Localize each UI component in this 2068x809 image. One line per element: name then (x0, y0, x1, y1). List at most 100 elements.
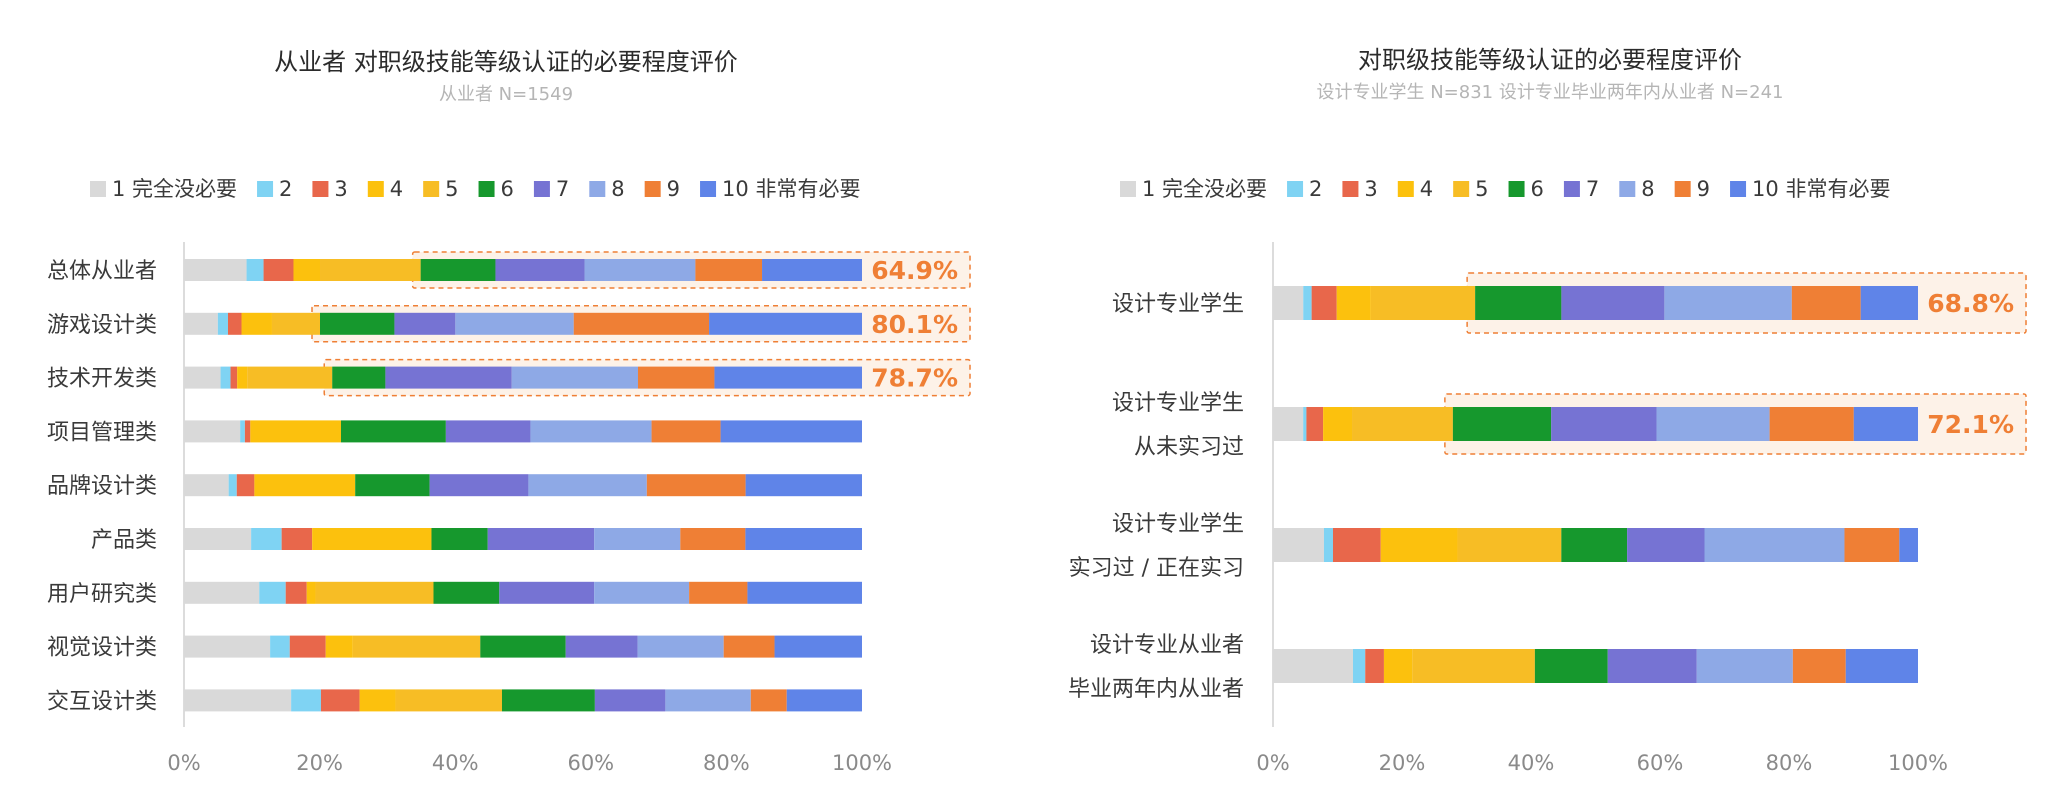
chart-left-bar-5-seg-2 (251, 528, 282, 550)
chart-left-bar-6-seg-9 (689, 581, 748, 604)
chart-left-bar-5-seg-3 (281, 528, 313, 550)
chart-left-bar-1-seg-5 (271, 312, 321, 335)
chart-right-bar-0-seg-8 (1664, 286, 1792, 320)
chart-right-bar-3-seg-6 (1534, 649, 1608, 683)
chart-left-bar-0-seg-6 (420, 259, 496, 281)
chart-left-legend-label-7: 7 (556, 177, 569, 201)
chart-right-legend-swatch-10 (1730, 181, 1747, 197)
chart-right-bar-0-seg-9 (1791, 286, 1861, 320)
chart-left-bar-2-seg-3 (230, 366, 238, 389)
chart-left-highlight-label-0: 64.9% (871, 256, 958, 285)
chart-left-bar-3-seg-3 (244, 420, 251, 443)
chart-left-bar-7-seg-4 (325, 635, 353, 658)
chart-left-legend-label-10: 10 非常有必要 (722, 177, 860, 201)
chart-left-bar-8-seg-4 (359, 689, 396, 712)
chart-right-bar-1-seg-6 (1452, 407, 1552, 441)
chart-left-category-label-4-0: 品牌设计类 (47, 474, 157, 499)
chart-right-bar-1-seg-8 (1656, 407, 1770, 441)
chart-left-bar-2-seg-10 (714, 366, 862, 389)
chart-left-subtitle: 从业者 N=1549 (439, 84, 573, 105)
chart-right-x-tick-2: 40% (1508, 751, 1555, 775)
chart-right-legend-label-9: 9 (1697, 177, 1710, 201)
chart-right-category-label-3-0: 设计专业从业者 (1090, 633, 1244, 658)
chart-left-bar-4-seg-3 (236, 474, 255, 497)
chart-left-bar-1-seg-3 (227, 312, 242, 335)
chart-left-category-label-1-0: 游戏设计类 (47, 313, 157, 338)
chart-left-category-label-8-0: 交互设计类 (47, 689, 157, 714)
chart-right-x-tick-0: 0% (1256, 751, 1289, 775)
chart-left-legend-swatch-4 (367, 181, 384, 197)
chart-left-bar-5-seg-9 (680, 528, 746, 550)
chart-left-bar-1-seg-2 (217, 312, 228, 335)
chart-left-bar-8-seg-8 (665, 689, 751, 712)
chart-left-title: 从业者 对职级技能等级认证的必要程度评价 (274, 48, 738, 76)
chart-left-bar-0-seg-10 (762, 259, 862, 281)
chart-left-bar-3-seg-6 (340, 420, 446, 443)
chart-right-legend-swatch-1 (1120, 181, 1136, 197)
chart-right-bar-0-seg-4 (1336, 286, 1371, 320)
chart-left-highlight-label-1: 80.1% (871, 310, 958, 339)
chart-left-legend-label-9: 9 (667, 177, 680, 201)
chart-right-legend-label-4: 4 (1420, 177, 1433, 201)
chart-left-bar-0-seg-2 (246, 259, 264, 281)
chart-right-bar-1-seg-2 (1303, 407, 1307, 441)
chart-left-bar-5-seg-4 (312, 528, 432, 550)
chart-left-legend-label-2: 2 (279, 177, 292, 201)
chart-left-bar-4-seg-6 (355, 474, 430, 497)
chart-left-bar-0-seg-5 (320, 259, 421, 281)
chart-left-bar-7-seg-3 (289, 635, 326, 658)
chart-left-bar-4-seg-8 (528, 474, 647, 497)
chart-left-bar-3-seg-2 (240, 420, 245, 443)
chart-left-bar-5-seg-6 (431, 528, 488, 550)
chart-right-bar-0-seg-5 (1370, 286, 1476, 320)
chart-right-x-tick-5: 100% (1888, 751, 1948, 775)
chart-right-bar-3-seg-8 (1696, 649, 1793, 683)
chart-left-category-label-2-0: 技术开发类 (47, 367, 157, 392)
chart-right-x-tick-4: 80% (1766, 751, 1813, 775)
chart-left-bar-3-seg-4 (250, 420, 341, 443)
chart-right-bar-0-seg-10 (1860, 286, 1918, 320)
chart-left-bar-1-seg-4 (241, 312, 272, 335)
chart-left-category-label-7-0: 视觉设计类 (47, 636, 157, 661)
chart-left-bar-3-seg-9 (651, 420, 721, 443)
chart-right-x-tick-3: 60% (1637, 751, 1684, 775)
chart-right-bar-1-seg-5 (1352, 407, 1453, 441)
chart-left-bar-6-seg-4 (306, 581, 316, 604)
chart-left-x-tick-4: 80% (703, 751, 750, 775)
chart-right-bar-0-seg-1 (1273, 286, 1304, 320)
chart-right-legend-swatch-8 (1619, 181, 1636, 197)
chart-right-category-label-3-1: 毕业两年内从业者 (1068, 677, 1244, 702)
chart-left-highlight-label-2: 78.7% (871, 364, 958, 393)
chart-right-bar-2-seg-9 (1844, 528, 1900, 562)
chart-left-bar-1-seg-9 (573, 312, 710, 335)
chart-left-legend-swatch-9 (644, 181, 661, 197)
chart-left-bar-0-seg-8 (584, 259, 696, 281)
chart-left-category-label-5-0: 产品类 (91, 528, 157, 553)
chart-right-category-label-1-1: 从未实习过 (1134, 435, 1244, 460)
chart-left-bar-6-seg-8 (594, 581, 690, 604)
chart-left-bar-4-seg-9 (646, 474, 746, 497)
chart-left-bar-0-seg-4 (293, 259, 321, 281)
chart-left-bar-2-seg-8 (511, 366, 638, 389)
chart-right-legend-label-10: 10 非常有必要 (1752, 177, 1890, 201)
chart-left-bar-2-seg-4 (237, 366, 248, 389)
chart-left-bar-7-seg-10 (774, 635, 862, 658)
chart-left-bar-4-seg-2 (228, 474, 237, 497)
chart-left-legend-swatch-5 (423, 181, 440, 197)
chart-right-bar-1-seg-9 (1769, 407, 1854, 441)
chart-left-x-tick-3: 60% (567, 751, 614, 775)
chart-left-legend-swatch-1 (90, 181, 106, 197)
chart-right-bar-3-seg-1 (1273, 649, 1353, 683)
chart-right-legend-label-8: 8 (1641, 177, 1654, 201)
chart-right-bar-0-seg-6 (1475, 286, 1562, 320)
chart-left-bar-5-seg-7 (487, 528, 595, 550)
chart-left-bar-4-seg-10 (745, 474, 862, 497)
chart-right-subtitle: 设计专业学生 N=831 设计专业毕业两年内从业者 N=241 (1317, 82, 1784, 103)
chart-left-bar-8-seg-7 (594, 689, 666, 712)
chart-left-bar-8-seg-9 (750, 689, 787, 712)
chart-right-bar-0-seg-3 (1311, 286, 1337, 320)
chart-left-bar-7-seg-8 (637, 635, 724, 658)
chart-left-legend-label-5: 5 (445, 177, 458, 201)
chart-left-legend-swatch-6 (478, 181, 495, 197)
